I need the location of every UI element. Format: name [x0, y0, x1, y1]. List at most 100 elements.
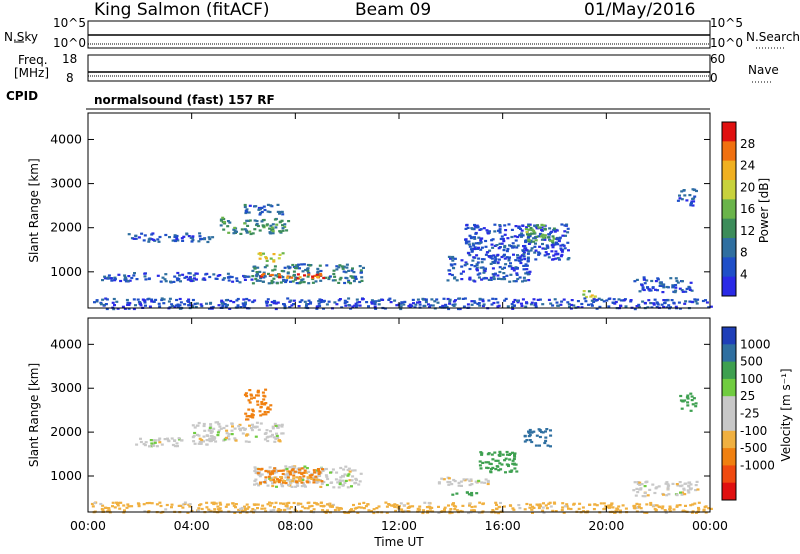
- power-cell-13-234: [276, 301, 280, 304]
- power-cell-3-240: [335, 268, 339, 271]
- power-cell-13-209: [683, 302, 687, 305]
- velocity-cell-7-9: [527, 430, 530, 433]
- velocity-cell-5-4: [261, 391, 265, 394]
- power-cell-6-151: [101, 279, 104, 282]
- velocity-cell-2-197: [307, 481, 311, 484]
- power-cell-8-288: [495, 244, 499, 247]
- power-cell-0-101: [268, 231, 272, 234]
- power-cell-5-23: [269, 257, 273, 260]
- velocity-cell-1-30: [176, 445, 179, 448]
- velocity-cell-12-535: [549, 505, 553, 508]
- power-cell-13-617: [629, 300, 633, 303]
- power-cell-8-63: [480, 258, 484, 261]
- beam-title: Beam 09: [355, 0, 432, 20]
- power-cell-8-69: [527, 242, 531, 245]
- velocity-cell-3-46: [300, 467, 304, 470]
- power-cell-1-71: [173, 235, 177, 238]
- velocity-cell-11-23: [692, 397, 696, 400]
- velocity-cell-10-81: [643, 491, 647, 495]
- power-cell-13-163: [208, 307, 211, 310]
- power-cell-3-83: [358, 265, 362, 268]
- power-cell-3-180: [293, 266, 297, 270]
- power-cell-8-243: [516, 254, 519, 257]
- power-cell-13-630: [292, 303, 295, 306]
- velocity-cell-2-42: [319, 485, 323, 488]
- power-cell-3-213: [302, 263, 306, 266]
- power-cell-8-21: [482, 227, 486, 230]
- power-cell-13-610: [253, 299, 257, 302]
- power-cell-13-186: [560, 300, 564, 303]
- power-cell-1-14: [181, 239, 185, 242]
- velocity-cell-12-259: [649, 501, 653, 505]
- power-cell-6-75: [245, 275, 249, 278]
- velocity-cell-7-49: [523, 435, 527, 438]
- freq-label: Freq.: [18, 53, 48, 67]
- power-cell-5-2: [262, 252, 265, 255]
- power-cell-1-29: [189, 236, 193, 239]
- power-cell-6-105: [173, 275, 177, 278]
- velocity-cell-1-53: [139, 437, 142, 440]
- power-cell-7-96: [515, 272, 519, 275]
- power-cell-13-434: [705, 301, 709, 304]
- power-cell-3-114: [318, 264, 322, 267]
- power-cell-7-170: [450, 273, 454, 277]
- power-cell-13-267: [123, 307, 127, 310]
- power-cell-13-415: [224, 305, 228, 308]
- velocity-cell-12-649: [319, 501, 323, 504]
- power-cell-13-444: [370, 302, 374, 305]
- velocity-cell-12-679: [205, 501, 209, 504]
- power-cell-13-547: [524, 305, 528, 308]
- velocity-cell-3-19: [259, 481, 262, 484]
- power-cell-7-230: [449, 263, 453, 266]
- velocity-cell-4-20: [273, 476, 277, 479]
- velocity-cell-2-5: [326, 477, 330, 481]
- velocity-cell-12-311: [352, 503, 355, 507]
- velocity-cell-2-219: [338, 482, 342, 485]
- velocity-cell-0-155: [196, 424, 200, 427]
- power-cell-8-315: [485, 229, 489, 232]
- power-cell-7-9: [519, 261, 523, 265]
- power-cell-13-438: [399, 305, 403, 308]
- velocity-cell-0-163: [259, 422, 263, 425]
- power-cell-13-150: [351, 305, 355, 308]
- power-cell-10-50: [640, 284, 644, 287]
- power-cell-13-571: [242, 298, 246, 301]
- velocity-cell-2-187: [253, 469, 257, 473]
- velocity-cell-9-35: [440, 477, 444, 480]
- velocity-cell-10-48: [632, 489, 636, 492]
- power-cell-13-337: [549, 302, 553, 305]
- velocity-cell-0-180: [254, 426, 257, 429]
- power-cell-3-117: [337, 281, 341, 284]
- power-cell-7-0: [526, 256, 530, 259]
- power-cell-13-532: [220, 299, 224, 302]
- power-cell-5-22: [258, 252, 262, 255]
- power-cell-13-595: [555, 301, 559, 304]
- velocity-cell-3-28: [303, 469, 307, 472]
- power-cell-3-118: [350, 269, 354, 272]
- velocity-cell-12-541: [448, 512, 452, 515]
- velocity-cell-3-92: [278, 479, 282, 482]
- power-cell-8-303: [525, 239, 528, 242]
- velocity-cell-2-234: [268, 466, 272, 469]
- velocity-cell-12-444: [449, 508, 453, 511]
- velocity-cell-2-94: [296, 484, 300, 487]
- power-cell-8-378: [545, 253, 549, 256]
- power-cell-10-13: [638, 290, 642, 293]
- power-cell-13-433: [377, 299, 381, 302]
- power-cell-3-98: [251, 282, 255, 285]
- power-cell-3-176: [282, 279, 285, 282]
- power-cell-13-7: [148, 305, 152, 308]
- velocity-cell-0-134: [216, 431, 220, 434]
- power-cell-3-199: [342, 265, 346, 268]
- power-cell-7-61: [447, 255, 451, 258]
- power-cell-8-197: [468, 254, 472, 257]
- power-cell-8-318: [520, 229, 524, 232]
- power-cell-8-320: [524, 248, 528, 251]
- velocity-cell-1-67: [148, 445, 151, 448]
- velocity-cell-0-58: [271, 427, 275, 430]
- velocity-cell-12-312: [396, 506, 400, 509]
- power-cell-10-83: [647, 288, 651, 291]
- velocity-cell-8-79: [513, 467, 517, 470]
- velocity-cell-5-58: [263, 395, 267, 398]
- velocity-cell-2-156: [324, 467, 328, 471]
